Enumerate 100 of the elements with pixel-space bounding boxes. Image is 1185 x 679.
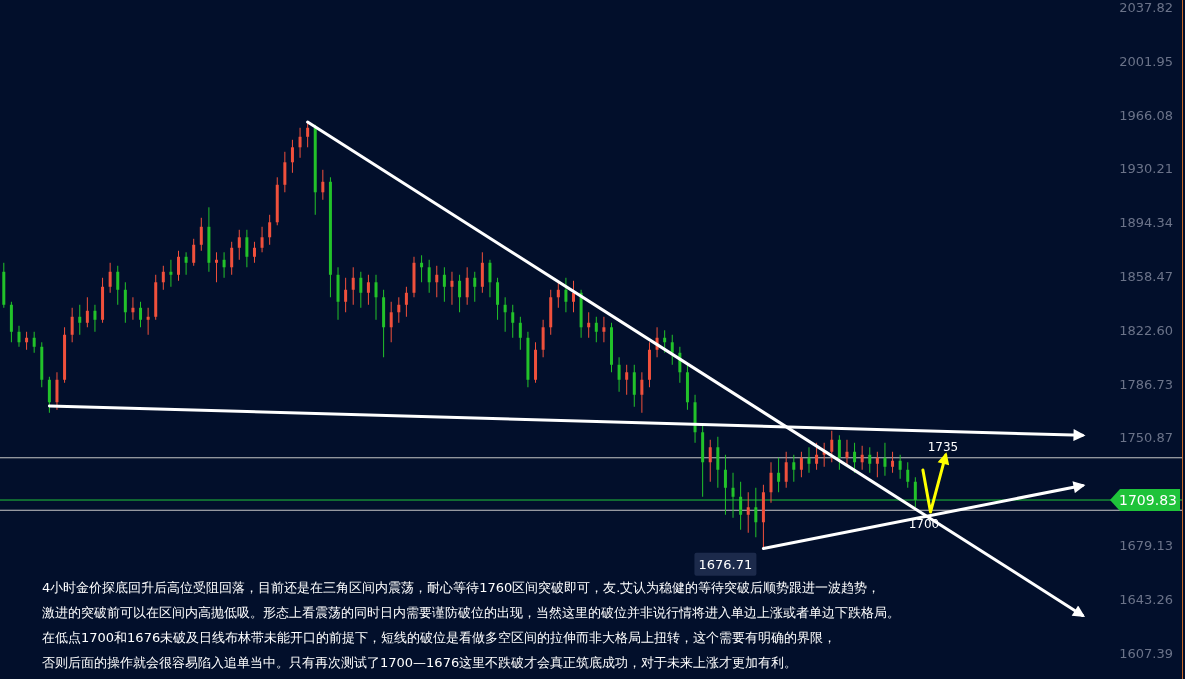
candlestick bbox=[906, 461, 910, 489]
candlestick bbox=[123, 281, 127, 324]
candlestick bbox=[283, 151, 287, 193]
candlestick bbox=[898, 454, 902, 480]
candlestick bbox=[792, 454, 796, 483]
candlestick bbox=[222, 251, 226, 279]
candlestick bbox=[602, 316, 606, 343]
candlestick bbox=[503, 296, 507, 333]
y-tick-label: 1930.21 bbox=[1119, 161, 1173, 177]
candlestick bbox=[458, 274, 462, 313]
candlestick bbox=[587, 311, 591, 339]
candlestick bbox=[663, 329, 667, 354]
candlestick bbox=[860, 445, 864, 471]
candlestick bbox=[511, 304, 515, 339]
candlestick bbox=[739, 481, 743, 531]
candlestick bbox=[359, 271, 363, 309]
candlestick bbox=[784, 451, 788, 489]
ref-line-label: 1709.83 bbox=[1119, 492, 1177, 509]
candlestick bbox=[746, 491, 750, 534]
candlestick bbox=[192, 238, 196, 267]
candlestick bbox=[830, 430, 834, 463]
candlestick bbox=[556, 281, 560, 309]
y-tick-label: 1966.08 bbox=[1119, 107, 1173, 123]
candlestick bbox=[397, 296, 401, 324]
candlestick bbox=[450, 271, 454, 306]
candlestick bbox=[169, 259, 173, 288]
candlestick bbox=[435, 265, 439, 298]
candlestick bbox=[116, 265, 120, 306]
candlestick bbox=[769, 461, 773, 504]
candlestick bbox=[496, 277, 500, 321]
candlestick bbox=[108, 262, 112, 294]
candlestick bbox=[214, 251, 218, 283]
candlestick bbox=[70, 307, 74, 343]
candlestick bbox=[404, 286, 408, 318]
y-tick-label: 1894.34 bbox=[1119, 215, 1173, 231]
candlestick bbox=[473, 271, 477, 303]
candlestick bbox=[640, 371, 644, 414]
candlestick bbox=[777, 457, 781, 493]
candlestick bbox=[351, 266, 355, 306]
candlestick bbox=[93, 304, 97, 333]
candlestick bbox=[146, 307, 150, 336]
candlestick bbox=[366, 274, 370, 306]
candlestick bbox=[731, 472, 735, 519]
candlestick bbox=[670, 334, 674, 366]
candlestick bbox=[442, 266, 446, 303]
candlestick bbox=[488, 259, 492, 298]
candlestick bbox=[177, 250, 181, 282]
candlestick bbox=[237, 229, 241, 261]
candlestick bbox=[139, 301, 143, 328]
candlestick bbox=[799, 451, 803, 478]
y-tick-label: 1750.87 bbox=[1119, 430, 1173, 446]
annotation: 否则后面的操作就会很容易陷入追单当中。只有再次测试了1700—1676这里不跌破才会真正筑底成功，对于未来上涨才更加有利。 bbox=[42, 655, 798, 670]
candlestick bbox=[617, 356, 621, 393]
candlestick bbox=[815, 442, 819, 471]
y-tick-label: 1786.73 bbox=[1119, 376, 1173, 392]
y-tick-label: 2037.82 bbox=[1119, 0, 1173, 16]
candlestick bbox=[518, 316, 522, 351]
candlestick bbox=[306, 121, 310, 148]
candlestick bbox=[260, 226, 264, 253]
y-tick-label: 1643.26 bbox=[1119, 591, 1173, 607]
candlestick bbox=[55, 371, 59, 411]
candlestick bbox=[47, 376, 51, 414]
candlestick bbox=[230, 241, 234, 276]
y-tick-label: 1607.39 bbox=[1119, 645, 1173, 661]
candlestick bbox=[572, 280, 576, 313]
candlestick bbox=[716, 436, 720, 489]
candlestick bbox=[389, 301, 393, 343]
candlestick bbox=[891, 451, 895, 474]
annotation: 激进的突破前可以在区间内高抛低吸。形态上看震荡的同时日内需要谨防破位的出现，当然这里的破位并非说行情将进入单边上涨或者单边下跌格局。 bbox=[42, 605, 900, 620]
annotation: 在低点1700和1676未破及日线布林带未能开口的前提下，短线的破位是看做多空区间的拉伸而非大格局上扭转，这个需要有明确的界限， bbox=[42, 630, 837, 645]
candlestick bbox=[625, 364, 629, 396]
candlestick bbox=[480, 251, 484, 294]
candlestick bbox=[290, 139, 294, 174]
candlestick bbox=[845, 439, 849, 466]
candlestick bbox=[913, 476, 917, 508]
annotation: 4小时金价探底回升后高位受阻回落，目前还是在三角区间内震荡，耐心等待1760区间突破即可，友.艾认为稳健的等待突破后顺势跟进一波趋势， bbox=[42, 580, 881, 595]
candlestick bbox=[321, 169, 325, 201]
candlestick bbox=[837, 434, 841, 471]
candlestick bbox=[807, 446, 811, 474]
candlestick bbox=[85, 296, 89, 328]
candlestick bbox=[427, 259, 431, 294]
candlestick bbox=[708, 439, 712, 483]
candlestick bbox=[564, 277, 568, 313]
candlestick bbox=[268, 214, 272, 246]
y-tick-label: 1679.13 bbox=[1119, 538, 1173, 554]
candlestick bbox=[17, 325, 21, 348]
candlestick bbox=[420, 254, 424, 283]
candlestick bbox=[868, 446, 872, 474]
candlestick bbox=[374, 274, 378, 321]
candlestick bbox=[465, 266, 469, 306]
candlestick bbox=[754, 487, 758, 538]
candlestick bbox=[161, 265, 165, 291]
candlestick bbox=[78, 304, 82, 336]
candlestick bbox=[723, 454, 727, 516]
candlestick bbox=[245, 229, 249, 268]
candlestick bbox=[252, 241, 256, 264]
y-tick-label: 2001.95 bbox=[1119, 53, 1173, 69]
y-tick-label: 1858.47 bbox=[1119, 269, 1173, 285]
candlestick bbox=[344, 277, 348, 313]
candlestick bbox=[131, 296, 135, 321]
